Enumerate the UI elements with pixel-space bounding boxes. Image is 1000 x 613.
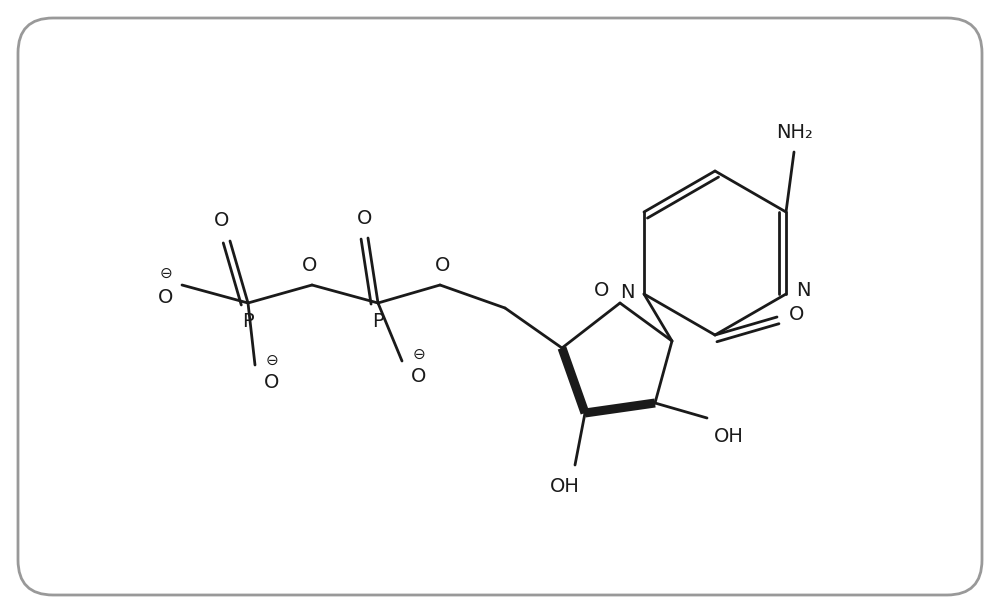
Text: O: O <box>214 211 230 230</box>
Text: N: N <box>620 283 634 302</box>
Text: O: O <box>435 256 451 275</box>
Text: P: P <box>242 311 254 330</box>
Text: ⊖: ⊖ <box>413 346 425 362</box>
Text: OH: OH <box>550 478 580 497</box>
Text: O: O <box>789 305 805 324</box>
Text: ⊖: ⊖ <box>266 352 278 368</box>
Text: O: O <box>302 256 318 275</box>
Text: NH₂: NH₂ <box>777 123 813 142</box>
Text: O: O <box>594 281 610 300</box>
Text: O: O <box>411 367 427 386</box>
FancyBboxPatch shape <box>18 18 982 595</box>
Text: N: N <box>796 281 810 300</box>
Text: O: O <box>357 208 373 227</box>
Text: P: P <box>372 311 384 330</box>
Text: O: O <box>158 287 174 306</box>
Text: ⊖: ⊖ <box>160 265 172 281</box>
Text: OH: OH <box>714 427 744 446</box>
Text: O: O <box>264 373 280 392</box>
